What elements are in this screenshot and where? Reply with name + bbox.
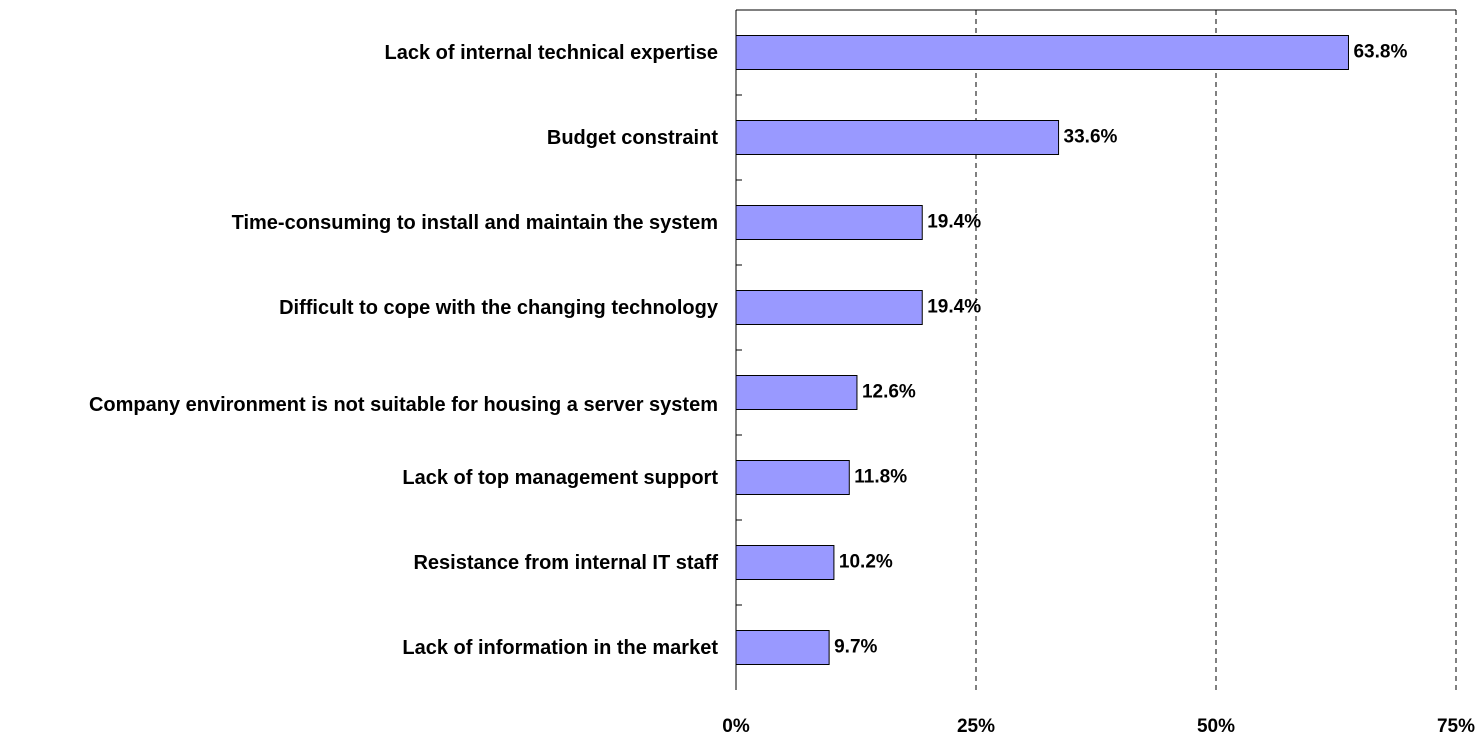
y-tick-label: Resistance from internal IT staff <box>413 551 718 574</box>
y-tick-label: Lack of top management support <box>402 466 718 489</box>
y-tick-label: Budget constraint <box>546 126 718 149</box>
data-label: 63.8% <box>1353 42 1407 63</box>
data-label: 33.6% <box>1064 127 1118 148</box>
data-label: 11.8% <box>854 467 907 488</box>
x-tick-label: 75% <box>1437 716 1475 737</box>
y-tick-label: Time-consuming to install and maintain t… <box>231 211 718 234</box>
data-label: 10.2% <box>839 552 893 573</box>
y-tick-label: Difficult to cope with the changing tech… <box>279 296 718 319</box>
bar <box>735 375 858 410</box>
x-tick-label: 25% <box>957 716 995 737</box>
x-tick-label: 0% <box>722 716 750 737</box>
bar <box>735 35 1349 70</box>
x-tick-label: 50% <box>1197 716 1235 737</box>
bar <box>735 630 830 665</box>
data-label: 12.6% <box>862 382 916 403</box>
bar <box>735 460 850 495</box>
y-tick-label: Company environment is not suitable for … <box>88 393 718 416</box>
y-tick-label: Lack of information in the market <box>402 636 718 659</box>
data-label: 9.7% <box>834 637 877 658</box>
bar <box>735 290 923 325</box>
bar <box>735 205 923 240</box>
y-tick-label: Lack of internal technical expertise <box>384 41 718 64</box>
bar <box>735 545 835 580</box>
data-label: 19.4% <box>927 297 981 318</box>
data-label: 19.4% <box>927 212 981 233</box>
bar <box>735 120 1060 155</box>
